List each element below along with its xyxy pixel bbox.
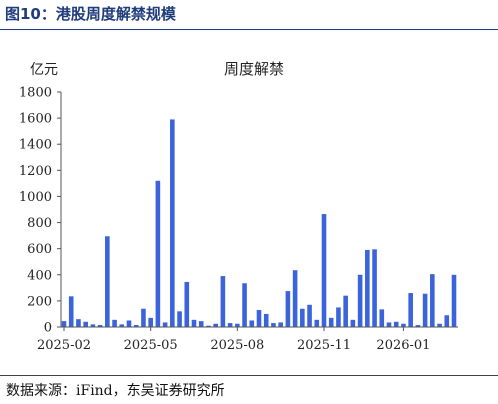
- y-tick-label: 1200: [19, 164, 52, 179]
- bar: [430, 274, 435, 328]
- bar: [372, 249, 377, 327]
- bar: [227, 323, 233, 327]
- bar: [379, 309, 385, 328]
- x-tick-label: 2025-08: [210, 338, 264, 353]
- x-tick-label: 2025-05: [124, 338, 178, 353]
- bar: [451, 274, 457, 327]
- bar: [422, 293, 428, 327]
- bar: [386, 322, 392, 327]
- bar: [191, 319, 197, 327]
- header-rule: [0, 29, 498, 30]
- bar: [76, 319, 81, 327]
- figure-header: 图10：港股周度解禁规模: [0, 0, 498, 28]
- bar: [105, 236, 110, 327]
- bar: [336, 307, 341, 327]
- bar: [133, 325, 139, 327]
- bar: [271, 323, 276, 327]
- y-tick-label: 800: [27, 216, 52, 231]
- bar: [170, 119, 175, 327]
- bar: [112, 319, 117, 327]
- bar: [83, 321, 88, 327]
- bar: [155, 180, 161, 327]
- x-axis: 2025-02 2025-05 2025-08 2025-11 2026-01: [37, 326, 458, 353]
- bar: [126, 320, 132, 327]
- bar: [285, 291, 291, 327]
- figure-title: 图10：港股周度解禁规模: [5, 5, 176, 23]
- source-note: 数据来源：iFind，东吴证券研究所: [6, 383, 225, 399]
- chart-title: 周度解禁: [224, 60, 284, 78]
- x-tick-label: 2026-01: [376, 338, 430, 353]
- bar: [148, 317, 153, 327]
- bar: [343, 295, 348, 327]
- y-tick-label: 600: [27, 242, 52, 257]
- bar: [365, 249, 370, 327]
- x-tick-label: 2025-02: [37, 338, 91, 353]
- bar: [68, 296, 74, 327]
- x-tick-label: 2025-11: [297, 338, 351, 353]
- bar: [415, 325, 421, 327]
- bar-chart: 亿元 周度解禁 0 200 400 600 800 1000 1200 1400 1600 180…: [19, 60, 458, 353]
- bar: [198, 321, 204, 328]
- bar: [393, 321, 399, 327]
- bar: [235, 323, 240, 327]
- bar: [162, 322, 168, 327]
- bar: [242, 283, 247, 327]
- bar: [321, 214, 327, 327]
- y-tick-label: 1400: [19, 138, 52, 153]
- y-tick-label: 400: [27, 268, 52, 283]
- bar: [61, 321, 67, 328]
- bar: [206, 325, 211, 327]
- bar-series: [61, 119, 457, 328]
- bar: [408, 293, 413, 327]
- bar: [90, 324, 96, 327]
- bar: [350, 319, 356, 327]
- bar: [263, 313, 269, 327]
- bar: [184, 281, 190, 327]
- bar: [119, 324, 125, 327]
- bar: [444, 315, 450, 327]
- bar: [249, 320, 255, 327]
- bar: [177, 311, 182, 327]
- bar: [213, 323, 218, 327]
- y-tick-label: 0: [44, 321, 52, 336]
- bar: [401, 323, 406, 327]
- bar: [292, 270, 298, 327]
- bar: [220, 276, 226, 327]
- y-axis-unit-label: 亿元: [30, 62, 58, 78]
- bar: [141, 308, 146, 327]
- y-tick-label: 1000: [19, 190, 52, 205]
- bar: [314, 319, 320, 327]
- bar: [300, 308, 305, 327]
- footer-rule: [0, 375, 498, 376]
- bar: [328, 317, 334, 327]
- bar: [357, 274, 363, 327]
- y-tick-label: 1800: [19, 86, 52, 101]
- y-tick-label: 200: [27, 294, 52, 309]
- bar: [278, 322, 283, 327]
- y-tick-label: 1600: [19, 112, 52, 127]
- y-axis: 0 200 400 600 800 1000 1200 1400 1600 1800: [19, 86, 62, 336]
- bar: [97, 325, 103, 327]
- bar: [307, 304, 312, 327]
- bar: [437, 323, 442, 327]
- bar: [256, 310, 262, 327]
